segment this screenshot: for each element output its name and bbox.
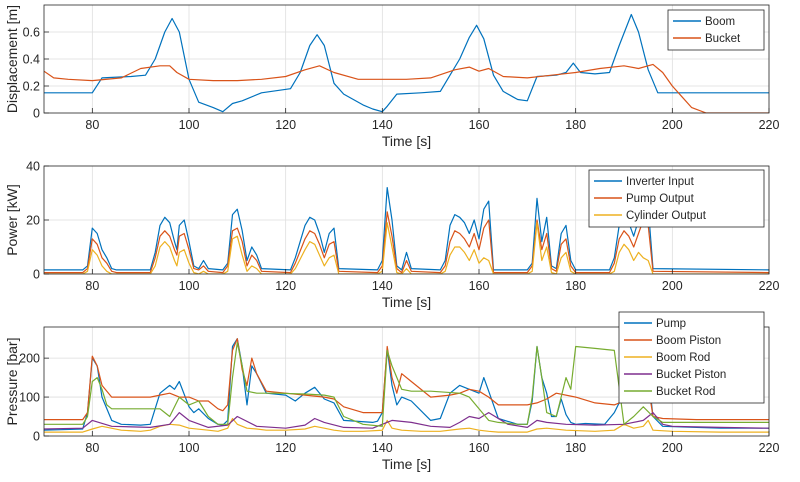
series-line-pump-output bbox=[44, 211, 769, 274]
series-line-boom-rod bbox=[44, 417, 769, 433]
x-axis-label: Time [s] bbox=[382, 456, 431, 472]
y-tick-label: 0 bbox=[33, 430, 40, 444]
y-tick-label: 100 bbox=[19, 391, 40, 405]
x-tick-label: 200 bbox=[662, 118, 683, 132]
legend: Boom Bucket bbox=[667, 9, 765, 51]
legend-label: Boom Piston bbox=[656, 335, 721, 347]
legend-label: Pump Output bbox=[626, 193, 695, 205]
legend-label: Inverter Input bbox=[626, 176, 695, 188]
legend: Inverter Input Pump Output Cylinder Output bbox=[588, 169, 765, 228]
x-tick-label: 140 bbox=[372, 279, 393, 293]
x-tick-label: 180 bbox=[565, 118, 586, 132]
y-axis-label: Pressure [bar] bbox=[4, 338, 20, 426]
x-tick-label: 80 bbox=[85, 279, 99, 293]
y-tick-label: 0.4 bbox=[23, 53, 40, 67]
legend-label: Boom bbox=[705, 16, 735, 28]
legend-label: Boom Rod bbox=[656, 352, 710, 364]
y-axis-label: Power [kW] bbox=[4, 184, 20, 256]
x-tick-label: 120 bbox=[275, 279, 296, 293]
x-tick-label: 200 bbox=[662, 279, 683, 293]
series-line-bucket-piston bbox=[44, 412, 769, 430]
axis-box bbox=[43, 326, 770, 437]
series-line-bucket-rod bbox=[44, 342, 769, 427]
legend-label: Bucket Piston bbox=[656, 369, 726, 381]
x-tick-label: 140 bbox=[372, 441, 393, 455]
x-tick-label: 100 bbox=[179, 118, 200, 132]
x-tick-label: 220 bbox=[759, 118, 780, 132]
x-tick-label: 160 bbox=[469, 118, 490, 132]
x-tick-label: 160 bbox=[469, 279, 490, 293]
series-line-inverter-input bbox=[44, 187, 769, 271]
y-tick-label: 20 bbox=[26, 214, 40, 228]
legend-label: Pump bbox=[656, 318, 686, 330]
x-tick-label: 220 bbox=[759, 441, 780, 455]
y-tick-label: 40 bbox=[26, 160, 40, 174]
legend-box bbox=[667, 9, 765, 51]
x-tick-label: 140 bbox=[372, 118, 393, 132]
x-tick-label: 100 bbox=[179, 279, 200, 293]
x-tick-label: 200 bbox=[662, 441, 683, 455]
x-tick-label: 220 bbox=[759, 279, 780, 293]
x-axis-label: Time [s] bbox=[382, 133, 431, 149]
series-line-bucket bbox=[44, 63, 769, 113]
legend: Pump Boom Piston Boom Rod Bucket Piston Buck… bbox=[618, 311, 765, 404]
x-tick-label: 160 bbox=[469, 441, 490, 455]
y-tick-label: 0.2 bbox=[23, 80, 40, 94]
x-tick-label: 100 bbox=[179, 441, 200, 455]
x-tick-label: 120 bbox=[275, 118, 296, 132]
y-tick-label: 0 bbox=[33, 107, 40, 121]
x-tick-label: 180 bbox=[565, 279, 586, 293]
legend-label: Cylinder Output bbox=[626, 210, 707, 222]
series-line-cylinder-output bbox=[44, 222, 769, 274]
x-tick-label: 180 bbox=[565, 441, 586, 455]
x-tick-label: 120 bbox=[275, 441, 296, 455]
y-tick-label: 0 bbox=[33, 268, 40, 282]
series-line-boom-piston bbox=[44, 338, 769, 421]
chart-1: 80 100 120 140 160 180 200 220 0 0.2 0.4 0.6 Time [s… bbox=[4, 4, 780, 149]
x-tick-label: 80 bbox=[85, 441, 99, 455]
x-axis-label: Time [s] bbox=[382, 294, 431, 310]
y-tick-label: 0.6 bbox=[23, 26, 40, 40]
y-axis-label: Displacement [m] bbox=[4, 5, 20, 113]
y-tick-label: 200 bbox=[19, 352, 40, 366]
chart-3: 80 100 120 140 160 180 200 220 0 100 200 Time [s] Pr… bbox=[4, 311, 780, 472]
legend-label: Bucket bbox=[705, 33, 741, 45]
legend-label: Bucket Rod bbox=[656, 386, 715, 398]
x-tick-label: 80 bbox=[85, 118, 99, 132]
chart-2: 80 100 120 140 160 180 200 220 0 20 40 Time [s] Powe… bbox=[4, 160, 779, 311]
series-line-boom bbox=[44, 13, 769, 113]
